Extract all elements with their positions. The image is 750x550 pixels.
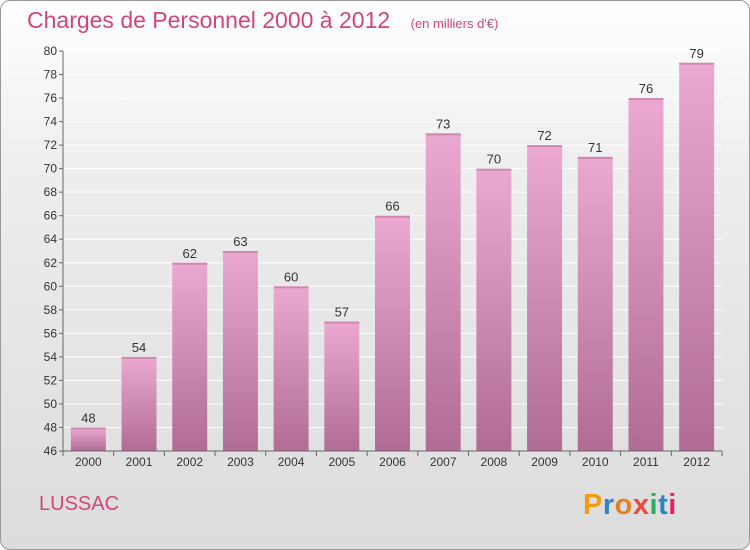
x-tick-label: 2011 xyxy=(633,455,659,469)
bar-value-label: 60 xyxy=(284,269,298,284)
bar-value-label: 57 xyxy=(335,305,349,320)
bar xyxy=(577,156,613,451)
bar xyxy=(476,168,512,451)
y-tick-label: 76 xyxy=(44,91,58,105)
x-tick-label: 2001 xyxy=(126,455,153,469)
bar-top-edge xyxy=(628,98,664,101)
x-tick-label: 2008 xyxy=(481,455,508,469)
bar-top-edge xyxy=(273,286,309,289)
bar xyxy=(273,286,309,451)
bar-value-label: 79 xyxy=(689,46,703,61)
y-tick-label: 66 xyxy=(44,209,58,223)
bar-value-label: 54 xyxy=(132,340,146,355)
logo-letter: i xyxy=(649,489,659,521)
y-tick-label: 54 xyxy=(44,350,58,364)
y-tick-label: 64 xyxy=(44,232,58,246)
bar-top-edge xyxy=(425,133,461,136)
y-tick-label: 70 xyxy=(44,162,58,176)
bar-value-label: 48 xyxy=(81,410,95,425)
bar-top-edge xyxy=(222,251,258,253)
y-tick-label: 78 xyxy=(44,68,58,82)
y-tick-label: 60 xyxy=(44,279,58,293)
logo-letter: i xyxy=(668,489,677,521)
chart-unit-note: (en milliers d'€) xyxy=(410,16,499,31)
data-labels: 48 54 62 63 60 57 66 73 70 72 71 76 79 xyxy=(81,46,704,426)
y-tick-label: 68 xyxy=(44,185,58,199)
logo-letter: r xyxy=(602,489,615,521)
bar-top-edge xyxy=(527,145,563,148)
y-tick-label: 48 xyxy=(44,420,58,434)
y-tick-label: 58 xyxy=(44,303,58,317)
x-tick-label: 2009 xyxy=(531,455,558,469)
x-tick-label: 2004 xyxy=(278,455,305,469)
city-name: LUSSAC xyxy=(39,493,120,515)
x-tick-label: 2007 xyxy=(430,455,457,469)
bar-top-edge xyxy=(121,356,157,359)
bar-top-edge xyxy=(679,62,715,65)
bar xyxy=(222,251,258,451)
bar-value-label: 72 xyxy=(537,128,551,143)
y-tick-label: 62 xyxy=(44,256,58,270)
bar xyxy=(70,427,106,451)
bar-top-edge xyxy=(375,215,410,218)
y-tick-label: 56 xyxy=(44,326,58,340)
bar-value-label: 73 xyxy=(436,116,450,131)
bar xyxy=(121,356,157,451)
x-tick-label: 2003 xyxy=(227,455,254,469)
bar-value-label: 76 xyxy=(639,81,653,96)
chart-title-text: Charges de Personnel 2000 à 2012 xyxy=(27,7,391,33)
bar-top-edge xyxy=(577,156,613,159)
bars xyxy=(70,62,715,451)
bar xyxy=(679,62,715,451)
logo-letter: t xyxy=(658,489,669,521)
bar-value-label: 71 xyxy=(588,140,602,155)
bar xyxy=(172,262,208,451)
bar xyxy=(628,98,664,451)
bar-top-edge xyxy=(324,321,360,324)
bar xyxy=(375,215,410,451)
bar-top-edge xyxy=(172,262,208,265)
y-tick-label: 52 xyxy=(44,373,58,387)
bar-top-edge xyxy=(476,168,512,171)
bar-value-label: 63 xyxy=(233,234,247,249)
bar-value-label: 66 xyxy=(385,199,399,214)
bar xyxy=(324,321,360,451)
bar-top-edge xyxy=(70,427,106,430)
proxiti-logo[interactable]: Proxiti xyxy=(583,489,677,522)
x-tick-label: 2005 xyxy=(328,455,355,469)
y-tick-label: 50 xyxy=(44,397,58,411)
y-tick-label: 72 xyxy=(44,138,58,152)
y-tick-label: 74 xyxy=(44,115,58,129)
bar xyxy=(527,145,563,451)
x-tick-label: 2006 xyxy=(379,455,406,469)
axes: 46 48 50 52 54 56 58 60 62 64 66 68 70 72 74 76 78 80 2000… xyxy=(44,44,723,469)
logo-letter: P xyxy=(583,489,603,521)
x-tick-label: 2012 xyxy=(683,455,710,469)
logo-letter: o xyxy=(614,489,633,521)
chart-title: Charges de Personnel 2000 à 2012 (en mil… xyxy=(27,7,498,34)
y-tick-label: 80 xyxy=(44,44,58,58)
x-tick-label: 2010 xyxy=(582,455,609,469)
bar-value-label: 62 xyxy=(182,246,196,261)
x-tick-label: 2002 xyxy=(176,455,203,469)
y-tick-label: 46 xyxy=(44,444,58,458)
bar xyxy=(425,133,461,451)
bar-value-label: 70 xyxy=(487,152,501,167)
x-tick-label: 2000 xyxy=(75,455,102,469)
logo-letter: x xyxy=(632,489,650,521)
